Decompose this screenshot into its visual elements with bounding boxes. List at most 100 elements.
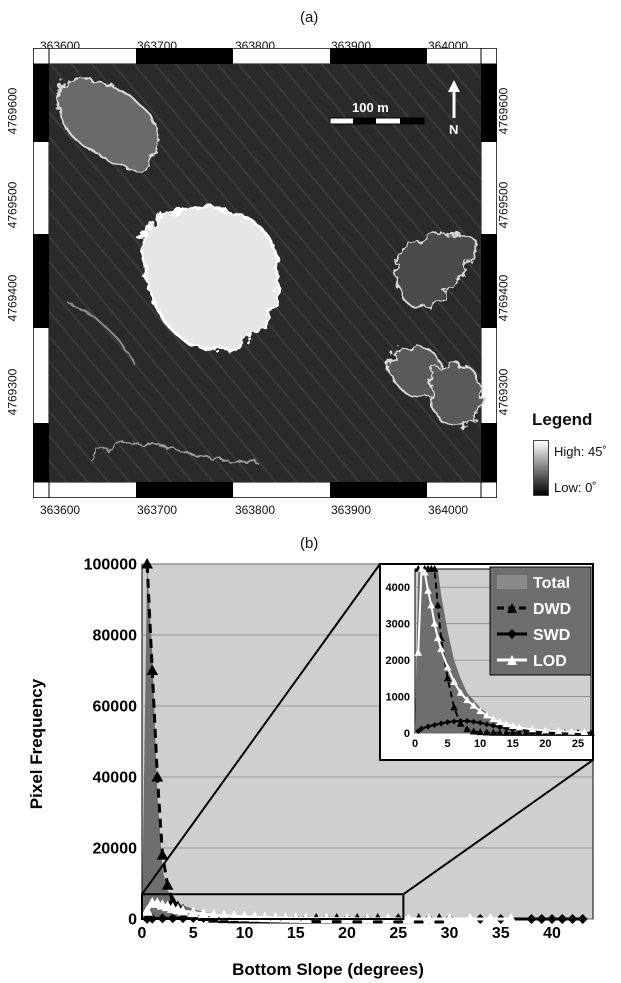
series-lod-point	[515, 723, 524, 731]
y-tick-label: 0	[128, 912, 137, 929]
series-swd-point	[444, 719, 451, 726]
scale-bar: 100 m	[329, 100, 425, 125]
series-lod-point	[528, 725, 537, 733]
series-dwd-point	[521, 728, 530, 736]
series-lod-point	[177, 904, 189, 916]
legend-color-ramp	[533, 440, 549, 496]
series-lod-point	[437, 645, 445, 653]
series-dwd-point	[433, 601, 442, 609]
series-total-area	[415, 569, 578, 733]
x-tick-label: 25	[389, 925, 407, 942]
series-lod-point	[423, 912, 435, 924]
series-dwd-point	[151, 770, 164, 782]
y-tick-label: 20000	[93, 841, 138, 858]
series-lod-point	[476, 707, 485, 715]
legend-high-label: High: 45˚	[554, 444, 607, 459]
legend-label-total: Total	[533, 575, 570, 592]
legend-swatch-total	[497, 575, 527, 589]
x-tick-label: 5	[445, 738, 451, 750]
frame-bar	[33, 64, 49, 142]
series-lod-point	[567, 727, 576, 735]
y-tick-label: 3000	[386, 619, 410, 631]
series-lod-point	[456, 688, 465, 696]
series-swd-point	[503, 725, 510, 732]
y-tick-label: 2000	[386, 655, 410, 667]
northing-tick: 4769300	[5, 368, 20, 416]
series-swd-point	[547, 914, 557, 924]
series-dwd-point	[476, 728, 485, 736]
scale-bar-label: 100 m	[352, 100, 389, 115]
x-tick-label: 30	[441, 925, 459, 942]
series-dwd-point	[587, 728, 595, 736]
series-swd-point	[470, 718, 477, 725]
series-dwd-point	[502, 728, 511, 736]
zoom-connector	[141, 563, 381, 895]
frame-bar	[33, 423, 49, 482]
series-lod-point	[430, 619, 439, 627]
y-tick-label: 80000	[93, 628, 138, 645]
easting-tick: 363800	[235, 503, 276, 517]
series-swd-point	[431, 721, 438, 728]
series-dwd-point	[482, 728, 491, 736]
legend-marker-dwd	[507, 603, 517, 613]
series-lod-point	[443, 912, 456, 924]
easting-tick: 363700	[137, 503, 178, 517]
frame-bar	[330, 482, 427, 498]
frame-bar	[33, 234, 49, 328]
legend-marker-lod	[507, 655, 517, 665]
frame-bar	[136, 48, 233, 64]
series-lod-point	[417, 564, 426, 572]
series-lod-point	[580, 728, 589, 735]
panel-b-label: (b)	[300, 535, 319, 552]
series-swd-point	[425, 723, 432, 730]
series-swd-point	[536, 914, 547, 924]
y-tick-label: 4000	[386, 582, 410, 594]
x-tick-label: 15	[287, 925, 305, 942]
series-swd-point	[577, 914, 588, 924]
series-dwd-point	[469, 727, 478, 735]
x-tick-label: 5	[189, 925, 198, 942]
y-tick-label: 40000	[93, 770, 138, 787]
x-tick-label: 40	[543, 925, 561, 942]
panel-a-label: (a)	[300, 9, 319, 26]
frame-bar	[136, 482, 233, 498]
x-tick-label: 15	[507, 738, 519, 750]
easting-tick: 363900	[331, 503, 372, 517]
series-lod-point	[508, 722, 517, 729]
frame-bar	[481, 64, 497, 142]
northing-tick: 4769400	[5, 274, 20, 322]
northing-tick: 4769300	[496, 368, 511, 416]
legend-label-swd: SWD	[533, 627, 570, 644]
series-lod-point	[420, 568, 429, 576]
x-tick-label: 20	[539, 738, 551, 750]
series-lod-point	[464, 912, 476, 924]
zoom-connector	[402, 759, 594, 896]
series-swd-point	[464, 717, 471, 724]
series-swd-point	[451, 718, 458, 725]
series-lod-point	[554, 727, 563, 735]
series-dwd-point	[508, 728, 517, 736]
y-tick-label: 1000	[386, 691, 410, 703]
frame-bar	[481, 423, 497, 482]
series-lod-point	[141, 905, 153, 916]
x-tick-label: 10	[236, 925, 254, 942]
x-tick-label: 20	[338, 925, 356, 942]
legend-marker-swd	[507, 629, 517, 639]
easting-tick: 364000	[428, 503, 469, 517]
series-lod-point	[502, 720, 511, 728]
series-swd-point	[477, 719, 484, 726]
series-lod-point	[427, 601, 436, 609]
series-dwd-point	[146, 664, 159, 675]
series-lod-point	[443, 663, 452, 671]
x-axis-label: Bottom Slope (degrees)	[232, 960, 424, 979]
series-dwd-point	[463, 725, 471, 733]
legend-label-lod: LOD	[533, 653, 567, 670]
series-lod-point	[187, 906, 200, 918]
series-lod-point	[482, 711, 491, 719]
series-swd-point	[526, 913, 537, 924]
legend-label-dwd: DWD	[533, 601, 571, 618]
zoom-box	[141, 893, 405, 920]
series-lod-point	[424, 586, 432, 594]
chart-legend: Total DWD SWD LOD	[489, 566, 592, 676]
